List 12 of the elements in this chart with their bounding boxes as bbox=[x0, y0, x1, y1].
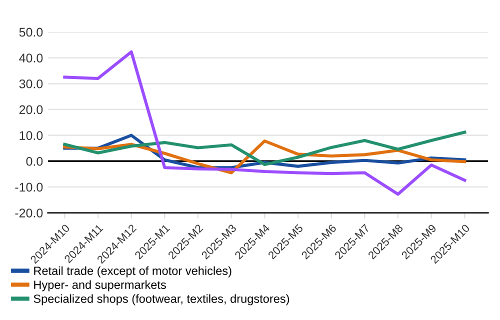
y-tick-label: -10.0 bbox=[15, 182, 43, 192]
legend-label: Hyper- and supermarkets bbox=[34, 280, 166, 292]
y-tick-label: 20.0 bbox=[19, 105, 43, 114]
y-tick-label: 40.0 bbox=[19, 54, 43, 62]
legend-label: Specialized shops (footwear, textiles, drugstores) bbox=[34, 294, 290, 306]
y-tick-label: 50.0 bbox=[19, 28, 43, 37]
y-tick-label: -20.0 bbox=[15, 208, 43, 218]
y-tick-label: 10.0 bbox=[20, 131, 43, 140]
y-tick-label: 30.0 bbox=[19, 79, 43, 88]
line-series bbox=[63, 50, 466, 196]
y-tick-label: 0.0 bbox=[26, 156, 43, 166]
legend-label: Retail trade (except of motor vehicles) bbox=[34, 266, 232, 278]
